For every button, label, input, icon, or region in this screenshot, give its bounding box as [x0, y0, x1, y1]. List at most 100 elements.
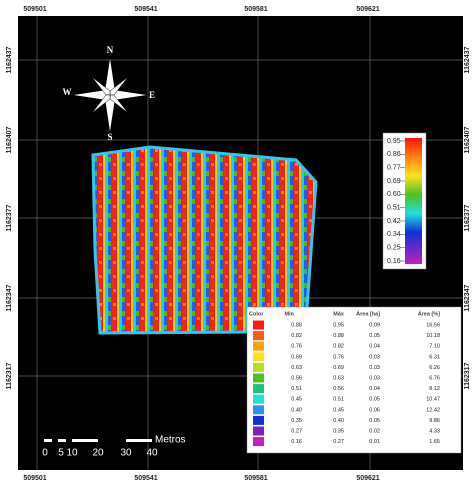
table-cell: 1.65 — [429, 439, 440, 445]
x-coord-bottom: 509501 — [23, 475, 46, 482]
table-cell: 0.05 — [369, 418, 380, 424]
table-cell: 0.88 — [291, 322, 302, 328]
table-cell: 6.26 — [429, 365, 440, 371]
table-cell: 0.69 — [333, 365, 344, 371]
table-cell: 8.12 — [429, 386, 440, 392]
table-header: Área [%] — [418, 310, 440, 317]
y-coord-right: 1162407 — [464, 126, 471, 153]
table-header: Color — [249, 311, 264, 317]
scale-label: 40 — [146, 448, 158, 459]
table-cell: 9.86 — [429, 418, 440, 424]
table-cell: 0.04 — [369, 344, 380, 350]
table-cell: 0.51 — [291, 386, 302, 392]
table-cell: 10.18 — [426, 333, 440, 339]
color-swatch — [253, 416, 264, 425]
scale-label: 0 — [42, 448, 48, 459]
scale-label: 10 — [66, 448, 78, 459]
colorbar-label: 0.86 — [387, 151, 401, 158]
table-cell: 0.27 — [333, 439, 344, 445]
map-figure: N S E W 0.95 0.86 0.77 0.69 0.60 0.51 0.42 0.34… — [0, 0, 472, 486]
y-coord-right: 1162437 — [464, 46, 471, 73]
table-cell: 0.05 — [369, 397, 380, 403]
color-swatch — [253, 427, 264, 436]
table-cell: 0.02 — [369, 428, 380, 434]
scale-label: 30 — [120, 448, 132, 459]
colorbar-label: 0.69 — [387, 178, 401, 185]
y-coord-right: 1162377 — [464, 204, 471, 231]
table-cell: 0.27 — [291, 428, 302, 434]
compass-n: N — [107, 45, 114, 55]
color-swatch — [253, 374, 264, 383]
table-cell: 0.35 — [291, 418, 302, 424]
table-cell: 0.05 — [369, 333, 380, 339]
color-swatch — [253, 395, 264, 404]
table-cell: 0.56 — [291, 375, 302, 381]
colorbar-label: 0.60 — [387, 191, 401, 198]
table-header: Máx — [333, 311, 345, 317]
table-cell: 0.35 — [333, 428, 344, 434]
color-swatch — [253, 342, 264, 351]
table-cell: 12.42 — [426, 407, 440, 413]
table-cell: 0.45 — [333, 407, 344, 413]
table-cell: 16.56 — [426, 322, 440, 328]
table-cell: 0.82 — [291, 333, 302, 339]
y-coord-left: 1162317 — [6, 362, 13, 389]
color-swatch — [253, 331, 264, 340]
colorbar-label: 0.42 — [387, 218, 401, 225]
compass-e: E — [149, 90, 155, 100]
x-coord-top: 509541 — [134, 6, 157, 13]
table-cell: 0.82 — [333, 344, 344, 350]
y-coord-left: 1162407 — [6, 126, 13, 153]
x-coord-top: 509501 — [23, 6, 46, 13]
table-cell: 0.76 — [333, 354, 344, 360]
table-cell: 0.51 — [333, 397, 344, 403]
color-swatch — [253, 363, 264, 372]
color-swatch — [253, 437, 264, 446]
colorbar — [405, 138, 422, 264]
x-coord-bottom: 509541 — [134, 475, 157, 482]
table-cell: 0.03 — [369, 365, 380, 371]
colorbar-label: 0.34 — [387, 231, 401, 238]
table-cell: 0.63 — [291, 365, 302, 371]
compass-w: W — [63, 87, 72, 97]
table-cell: 0.88 — [333, 333, 344, 339]
table-cell: 0.63 — [333, 375, 344, 381]
field — [93, 147, 316, 333]
table-cell: 0.03 — [369, 375, 380, 381]
scale-unit: Metros — [155, 435, 186, 446]
y-coord-left: 1162377 — [6, 204, 13, 231]
x-coord-bottom: 509581 — [244, 475, 267, 482]
colorbar-label: 0.16 — [387, 258, 401, 265]
table-cell: 6.76 — [429, 375, 440, 381]
table-cell: 0.03 — [369, 354, 380, 360]
y-coord-left: 1162437 — [6, 46, 13, 73]
table-cell: 0.56 — [333, 386, 344, 392]
table-header: Min — [285, 311, 295, 317]
table-cell: 10.47 — [426, 397, 440, 403]
color-swatch — [253, 352, 264, 361]
table-cell: 0.40 — [333, 418, 344, 424]
colorbar-label: 0.77 — [387, 165, 401, 172]
color-swatch — [253, 384, 264, 393]
table-cell: 0.45 — [291, 397, 302, 403]
x-coord-top: 509621 — [356, 6, 379, 13]
scale-label: 20 — [92, 448, 104, 459]
x-coord-bottom: 509621 — [356, 475, 379, 482]
y-coord-right: 1162317 — [464, 362, 471, 389]
y-coord-left: 1162347 — [6, 284, 13, 311]
table-cell: 0.95 — [333, 322, 344, 328]
table-cell: 0.76 — [291, 344, 302, 350]
table-cell: 0.16 — [291, 439, 302, 445]
table-cell: 0.04 — [369, 386, 380, 392]
table-cell: 0.01 — [369, 439, 380, 445]
table-cell: 0.40 — [291, 407, 302, 413]
scale-bar — [44, 439, 152, 442]
colorbar-label: 0.51 — [387, 205, 401, 212]
color-swatch — [253, 321, 264, 330]
table-cell: 7.10 — [429, 344, 440, 350]
table-cell: 6.31 — [429, 354, 440, 360]
table-cell: 0.09 — [369, 322, 380, 328]
scale-label: 5 — [58, 448, 64, 459]
compass-s: S — [107, 132, 112, 142]
table-cell: 4.33 — [429, 428, 440, 434]
